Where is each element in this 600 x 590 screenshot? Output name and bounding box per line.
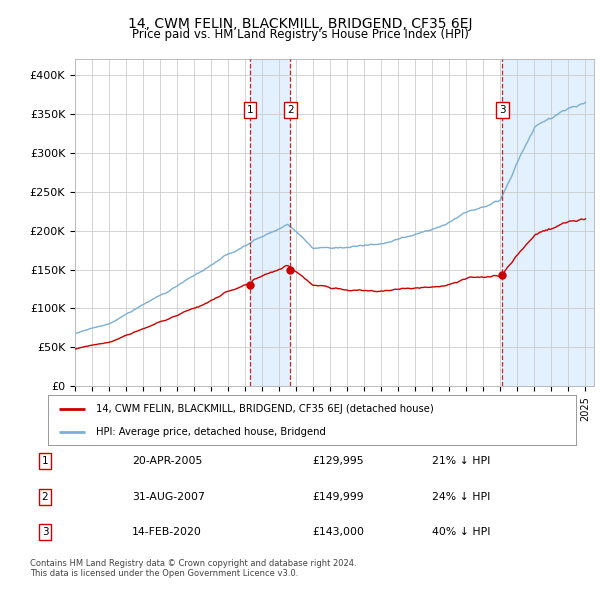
Text: 14, CWM FELIN, BLACKMILL, BRIDGEND, CF35 6EJ (detached house): 14, CWM FELIN, BLACKMILL, BRIDGEND, CF35…: [95, 404, 433, 414]
Text: 1: 1: [247, 104, 254, 114]
Text: 2: 2: [287, 104, 294, 114]
Text: 3: 3: [499, 104, 506, 114]
Text: 14, CWM FELIN, BLACKMILL, BRIDGEND, CF35 6EJ: 14, CWM FELIN, BLACKMILL, BRIDGEND, CF35…: [128, 17, 472, 31]
Text: 20-APR-2005: 20-APR-2005: [132, 457, 202, 466]
Text: £143,000: £143,000: [312, 527, 364, 537]
Text: 31-AUG-2007: 31-AUG-2007: [132, 492, 205, 502]
Text: 24% ↓ HPI: 24% ↓ HPI: [432, 492, 490, 502]
Text: 40% ↓ HPI: 40% ↓ HPI: [432, 527, 491, 537]
Text: 14-FEB-2020: 14-FEB-2020: [132, 527, 202, 537]
Text: 1: 1: [41, 457, 49, 466]
Text: 3: 3: [41, 527, 49, 537]
Text: 21% ↓ HPI: 21% ↓ HPI: [432, 457, 490, 466]
Text: 2: 2: [41, 492, 49, 502]
Text: Contains HM Land Registry data © Crown copyright and database right 2024.
This d: Contains HM Land Registry data © Crown c…: [30, 559, 356, 578]
Bar: [502, 59, 594, 386]
Bar: [250, 59, 290, 386]
Text: £149,999: £149,999: [312, 492, 364, 502]
Text: HPI: Average price, detached house, Bridgend: HPI: Average price, detached house, Brid…: [95, 427, 325, 437]
Text: £129,995: £129,995: [312, 457, 364, 466]
Text: Price paid vs. HM Land Registry's House Price Index (HPI): Price paid vs. HM Land Registry's House …: [131, 28, 469, 41]
